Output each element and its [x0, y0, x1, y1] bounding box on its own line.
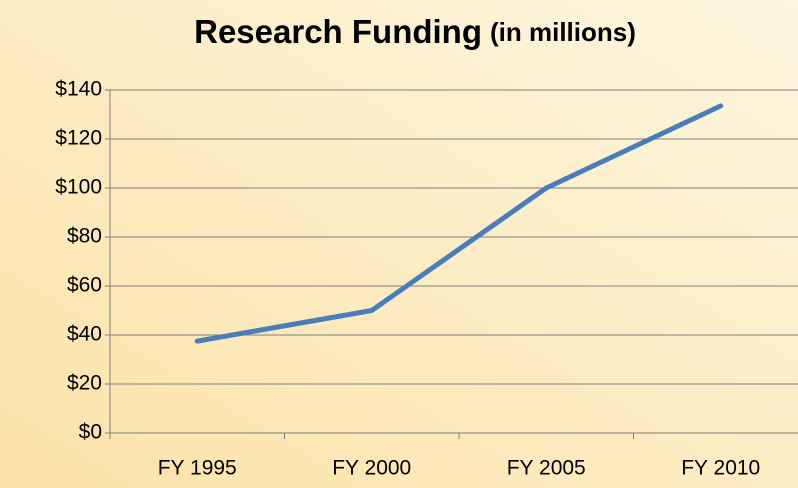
y-tick-label: $100 — [55, 176, 102, 199]
y-tick-label: $40 — [67, 323, 102, 346]
chart-title: Research Funding (in millions) — [194, 13, 636, 50]
y-tick-label: $20 — [67, 372, 102, 395]
x-tick-label: FY 2005 — [507, 457, 586, 480]
line-series — [194, 103, 724, 344]
y-tick-label: $140 — [55, 78, 102, 101]
x-tick-label: FY 2000 — [332, 457, 411, 480]
y-tick-label: $0 — [79, 421, 102, 444]
y-tick-label: $80 — [67, 225, 102, 248]
y-tick-label: $60 — [67, 274, 102, 297]
x-tick-label: FY 2010 — [681, 457, 760, 480]
x-tick-label: FY 1995 — [158, 457, 237, 480]
y-tick-label: $120 — [55, 127, 102, 150]
subtitle: (in millions) — [490, 17, 636, 47]
title: Research Funding — [194, 13, 482, 50]
